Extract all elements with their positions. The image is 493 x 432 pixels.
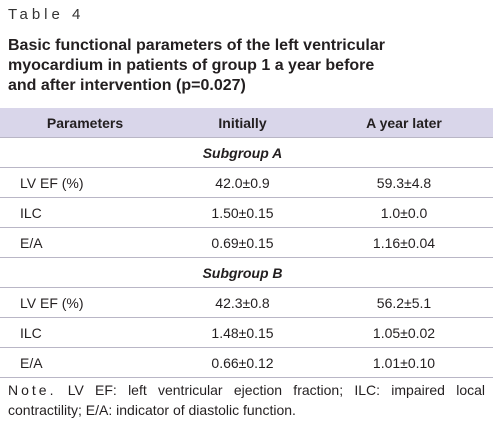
table-title: Basic functional parameters of the left …	[8, 36, 385, 96]
parameter-cell: E/A	[0, 227, 170, 258]
value-cell: 0.69±0.15	[170, 227, 315, 258]
cell	[315, 257, 493, 288]
header-cell: Initially	[170, 108, 315, 138]
subgroup-name: Subgroup B	[170, 257, 315, 288]
value-cell: 56.2±5.1	[315, 287, 493, 318]
note: Note. LV EF: left ventricular ejection f…	[8, 380, 485, 420]
subgroup-row: Subgroup B	[0, 257, 493, 288]
data-row: ILC 1.48±0.15 1.05±0.02	[0, 317, 493, 348]
data-row: E/A 0.66±0.12 1.01±0.10	[0, 347, 493, 378]
title-line: myocardium in patients of group 1 a year…	[8, 57, 375, 74]
value-cell: 1.05±0.02	[315, 317, 493, 348]
note-text: LV EF: left ventricular ejection fractio…	[8, 382, 486, 418]
header-row: Parameters Initially A year later	[0, 108, 493, 138]
table-label: Table 4	[8, 6, 85, 23]
parameter-cell: LV EF (%)	[0, 167, 170, 198]
value-cell: 1.01±0.10	[315, 347, 493, 378]
data-row: LV EF (%) 42.0±0.9 59.3±4.8	[0, 167, 493, 198]
value-cell: 0.66±0.12	[170, 347, 315, 378]
cell	[0, 137, 170, 168]
note-lead: Note.	[8, 382, 57, 398]
data-row: E/A 0.69±0.15 1.16±0.04	[0, 227, 493, 258]
value-cell: 1.0±0.0	[315, 197, 493, 228]
title-line: and after intervention (p=0.027)	[8, 77, 246, 94]
cell	[0, 257, 170, 288]
header-cell: A year later	[315, 108, 493, 138]
value-cell: 1.48±0.15	[170, 317, 315, 348]
value-cell: 1.50±0.15	[170, 197, 315, 228]
parameter-cell: ILC	[0, 197, 170, 228]
parameter-cell: ILC	[0, 317, 170, 348]
parameter-cell: LV EF (%)	[0, 287, 170, 318]
value-cell: 59.3±4.8	[315, 167, 493, 198]
data-row: LV EF (%) 42.3±0.8 56.2±5.1	[0, 287, 493, 318]
table-body: Subgroup A LV EF (%) 42.0±0.9 59.3±4.8 ILC 1.…	[0, 137, 493, 378]
data-table: Parameters Initially A year later Subgroup…	[0, 108, 493, 378]
parameter-cell: E/A	[0, 347, 170, 378]
header-cell: Parameters	[0, 108, 170, 138]
value-cell: 1.16±0.04	[315, 227, 493, 258]
subgroup-row: Subgroup A	[0, 137, 493, 168]
data-row: ILC 1.50±0.15 1.0±0.0	[0, 197, 493, 228]
subgroup-name: Subgroup A	[170, 137, 315, 168]
value-cell: 42.3±0.8	[170, 287, 315, 318]
cell	[315, 137, 493, 168]
title-line: Basic functional parameters of the left …	[8, 37, 385, 54]
value-cell: 42.0±0.9	[170, 167, 315, 198]
